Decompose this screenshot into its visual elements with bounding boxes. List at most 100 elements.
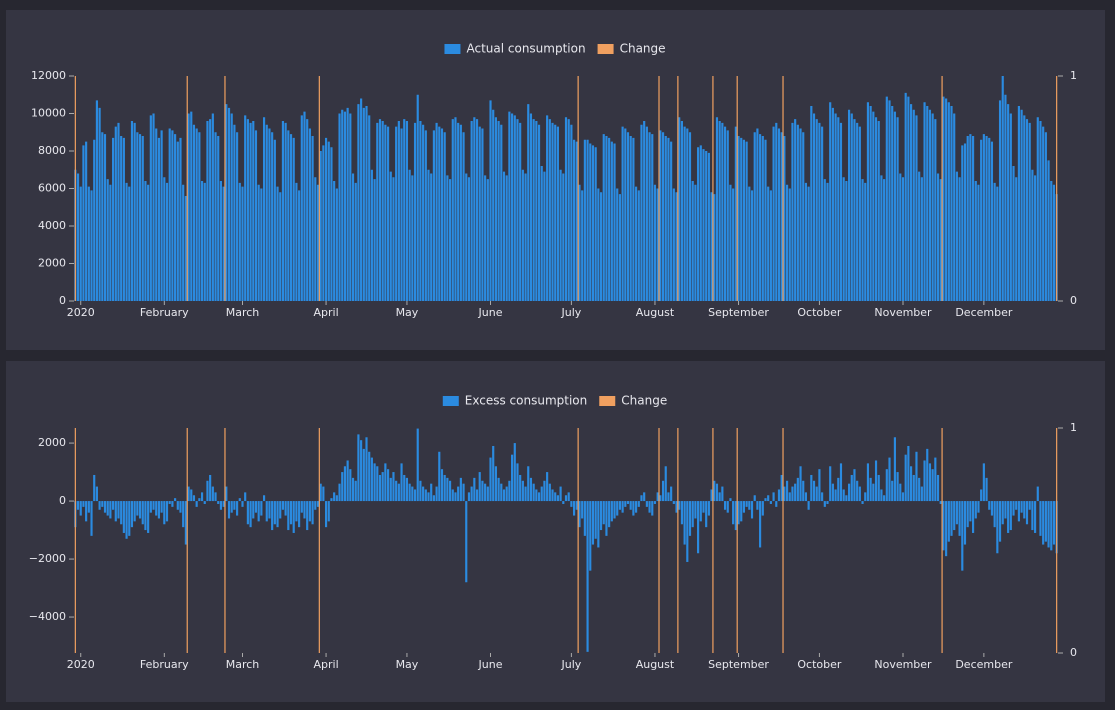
bar [761, 501, 764, 516]
bar [465, 173, 468, 301]
change-line [318, 76, 320, 301]
y-tick-label: 4000 [38, 219, 66, 232]
bar [484, 175, 487, 301]
bar [532, 119, 535, 301]
bar [284, 501, 287, 516]
bar [497, 477, 500, 502]
bar [759, 501, 762, 548]
bar [155, 501, 158, 516]
bar [114, 501, 117, 522]
bar [562, 173, 565, 301]
bar [586, 501, 589, 652]
change-line [677, 428, 679, 653]
bar [203, 501, 206, 504]
bar [982, 463, 985, 502]
y2-tick-label: 0 [1070, 294, 1077, 307]
bar [427, 169, 430, 301]
bar [934, 119, 937, 301]
legend-swatch[interactable] [444, 44, 461, 54]
bar [138, 134, 142, 301]
legend-label[interactable]: Change [620, 42, 666, 56]
bar [241, 501, 244, 507]
bar [802, 480, 805, 502]
bar [769, 190, 772, 301]
bar [842, 177, 845, 301]
bar [966, 136, 969, 301]
bar [874, 460, 878, 502]
legend-label[interactable]: Change [621, 394, 667, 408]
bar [333, 492, 336, 502]
bar [521, 480, 524, 502]
bar [721, 122, 724, 301]
bar [357, 434, 360, 502]
legend-swatch[interactable] [442, 396, 459, 406]
bar [244, 492, 247, 502]
bar [980, 139, 983, 301]
y-tick-label: 12000 [31, 69, 66, 82]
bar [945, 98, 948, 301]
bar [672, 188, 675, 301]
bar [909, 104, 913, 301]
bar [144, 181, 147, 301]
legend-swatch[interactable] [597, 44, 614, 54]
bar [448, 179, 452, 301]
bar [184, 196, 187, 301]
bar [462, 483, 465, 502]
bar [764, 498, 767, 502]
bar [939, 501, 942, 504]
bar [880, 175, 883, 301]
bar [686, 128, 689, 301]
legend-label[interactable]: Excess consumption [465, 394, 587, 408]
bar [934, 457, 937, 502]
bar [775, 122, 778, 301]
bar [265, 501, 268, 522]
bar [702, 501, 705, 513]
bar [613, 501, 616, 519]
change-line [74, 428, 76, 653]
bar [279, 501, 282, 519]
x-tick-label: November [874, 306, 932, 319]
bar [683, 501, 686, 545]
bar [190, 111, 193, 301]
bar [546, 472, 549, 502]
bar [165, 182, 169, 301]
bar [370, 169, 373, 301]
bar [163, 501, 166, 525]
bar [335, 495, 338, 502]
change-line [658, 428, 660, 653]
bar [656, 492, 659, 502]
bar [319, 151, 322, 301]
bar [190, 489, 193, 502]
bar [462, 132, 465, 301]
bar [605, 501, 608, 536]
bar [764, 139, 767, 301]
bar [554, 124, 557, 301]
bar [699, 501, 702, 522]
bar [451, 489, 454, 502]
bar [780, 132, 783, 301]
bar [165, 501, 169, 522]
bar [993, 501, 996, 528]
bar [87, 501, 90, 513]
bar [907, 445, 910, 502]
bar [365, 437, 368, 502]
bar [537, 124, 541, 301]
bar [341, 109, 344, 301]
bar [79, 186, 82, 301]
bar [411, 175, 414, 301]
bar [756, 128, 759, 301]
legend-swatch[interactable] [599, 396, 616, 406]
bar [823, 179, 826, 301]
bar [459, 124, 462, 301]
bar [85, 141, 88, 301]
bar [268, 501, 271, 519]
bar [597, 188, 600, 301]
bar [532, 483, 535, 502]
bar [292, 501, 295, 533]
bar [829, 466, 832, 502]
bar [470, 486, 473, 502]
bar [581, 190, 584, 301]
bar [831, 483, 834, 502]
change-line [1056, 76, 1058, 301]
legend-label[interactable]: Actual consumption [466, 42, 585, 56]
